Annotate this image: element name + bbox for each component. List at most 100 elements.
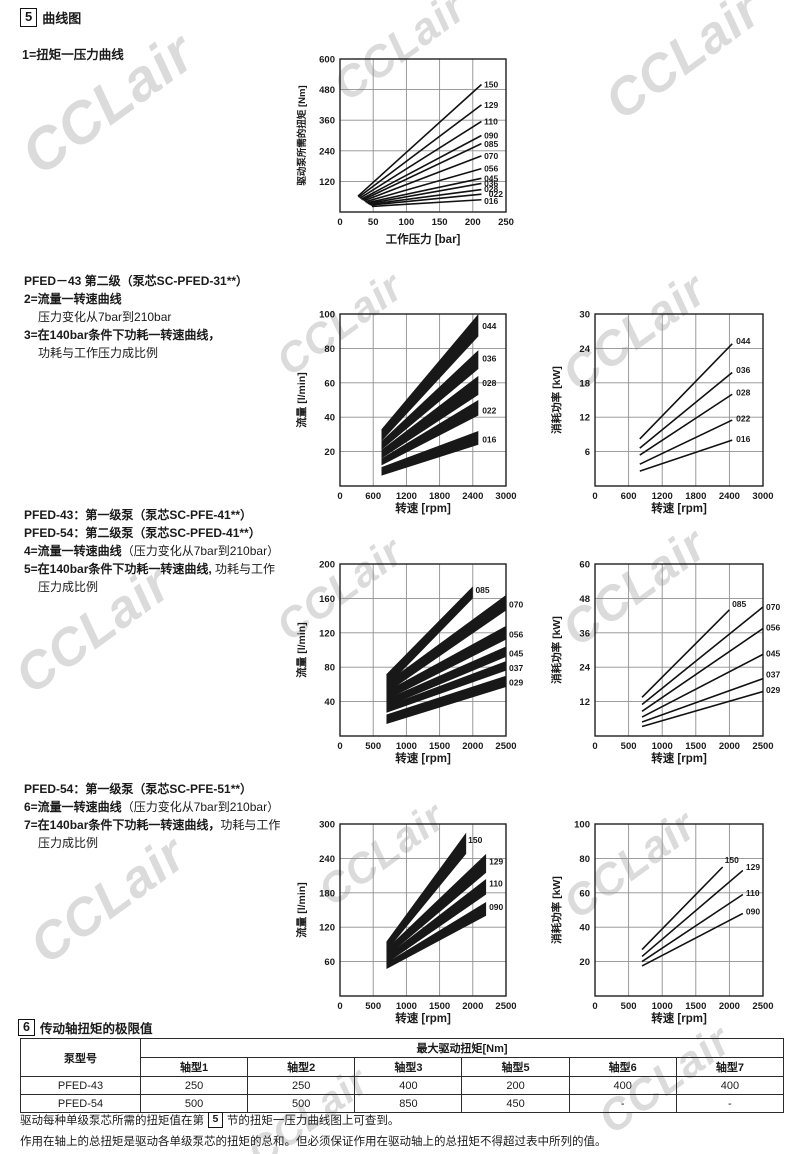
svg-text:2000: 2000 bbox=[462, 741, 483, 752]
chart-flow-vs-speed-pfed43-stage2: 0 600 1200 1800 2400 3000 20 40 60 80 100 044 036 028… bbox=[293, 298, 533, 521]
curve1-label: 1=扭矩一压力曲线 bbox=[22, 48, 124, 62]
svg-text:045: 045 bbox=[766, 648, 780, 658]
svg-text:1000: 1000 bbox=[396, 1001, 417, 1012]
svg-text:070: 070 bbox=[484, 151, 498, 161]
svg-text:24: 24 bbox=[579, 663, 590, 674]
svg-text:044: 044 bbox=[736, 336, 750, 346]
svg-text:160: 160 bbox=[319, 594, 335, 605]
svg-text:240: 240 bbox=[319, 146, 335, 157]
svg-text:056: 056 bbox=[509, 630, 523, 640]
svg-text:016: 016 bbox=[482, 435, 496, 445]
svg-text:056: 056 bbox=[766, 623, 780, 633]
svg-text:流量 [l/min]: 流量 [l/min] bbox=[295, 372, 308, 427]
svg-text:24: 24 bbox=[579, 344, 590, 355]
svg-text:200: 200 bbox=[465, 217, 481, 228]
svg-text:0: 0 bbox=[337, 1001, 342, 1012]
svg-text:500: 500 bbox=[365, 1001, 381, 1012]
svg-text:1200: 1200 bbox=[652, 491, 673, 502]
svg-text:50: 50 bbox=[368, 217, 379, 228]
value-cell: 400 bbox=[675, 1076, 785, 1095]
table-header-shaft: 轴型5 bbox=[461, 1057, 570, 1077]
block-title: PFED－43 第二级（泵芯SC-PFED-31**） bbox=[24, 274, 249, 288]
svg-text:转速 [rpm]: 转速 [rpm] bbox=[395, 1011, 451, 1025]
section-5-badge: 5 bbox=[20, 8, 38, 27]
section-5-header: 5 曲线图 bbox=[20, 8, 81, 27]
section-6-title: 传动轴扭矩的极限值 bbox=[39, 1022, 153, 1036]
svg-text:100: 100 bbox=[319, 310, 335, 321]
svg-text:070: 070 bbox=[766, 602, 780, 612]
text-line: 压力成比例 bbox=[38, 580, 99, 594]
svg-text:12: 12 bbox=[579, 413, 590, 424]
value-cell: - bbox=[675, 1094, 785, 1113]
svg-text:022: 022 bbox=[736, 413, 750, 423]
svg-text:1500: 1500 bbox=[685, 1001, 706, 1012]
svg-text:016: 016 bbox=[736, 434, 750, 444]
svg-text:029: 029 bbox=[766, 685, 780, 695]
svg-text:045: 045 bbox=[484, 173, 498, 183]
section-5-title: 曲线图 bbox=[42, 11, 82, 26]
table-header-shaft: 轴型1 bbox=[139, 1057, 249, 1077]
table-header-shaft: 轴型2 bbox=[247, 1057, 356, 1077]
svg-text:022: 022 bbox=[482, 405, 496, 415]
svg-text:1500: 1500 bbox=[685, 741, 706, 752]
svg-text:1800: 1800 bbox=[429, 491, 450, 502]
chart-flow-vs-speed-pfed54-stage1: 0 500 1000 1500 2000 2500 60 120 180 240 300 150 129… bbox=[293, 808, 533, 1031]
svg-text:60: 60 bbox=[579, 888, 590, 899]
svg-text:1000: 1000 bbox=[652, 741, 673, 752]
svg-text:2400: 2400 bbox=[462, 491, 483, 502]
svg-text:消耗功率 [kW]: 消耗功率 [kW] bbox=[550, 876, 563, 944]
svg-text:转速 [rpm]: 转速 [rpm] bbox=[651, 501, 707, 515]
svg-text:36: 36 bbox=[579, 628, 590, 639]
svg-text:056: 056 bbox=[484, 164, 498, 174]
svg-text:150: 150 bbox=[468, 835, 482, 845]
torque-limits-table-wrap: 泵型号 最大驱动扭矩[Nm] 轴型1 轴型2 轴型3 轴型5 轴型6 轴型7 P… bbox=[20, 1038, 785, 1113]
svg-text:120: 120 bbox=[319, 923, 335, 934]
svg-text:转速 [rpm]: 转速 [rpm] bbox=[395, 501, 451, 515]
svg-text:016: 016 bbox=[484, 196, 498, 206]
value-cell: 500 bbox=[139, 1094, 249, 1113]
svg-text:100: 100 bbox=[398, 217, 414, 228]
text-block-pfed54-stage1: PFED-54：第一级泵（泵芯SC-PFE-51**） 6=流量一转速曲线（压力… bbox=[24, 780, 324, 852]
svg-text:480: 480 bbox=[319, 85, 335, 96]
svg-text:20: 20 bbox=[579, 957, 590, 968]
section-6-header: 6 传动轴扭矩的极限值 bbox=[18, 1018, 152, 1037]
svg-text:流量 [l/min]: 流量 [l/min] bbox=[295, 882, 308, 937]
svg-text:48: 48 bbox=[579, 594, 590, 605]
svg-text:037: 037 bbox=[766, 669, 780, 679]
svg-text:0: 0 bbox=[337, 491, 342, 502]
block-title: PFED-54：第一级泵（泵芯SC-PFE-51**） bbox=[24, 782, 253, 796]
svg-text:60: 60 bbox=[324, 957, 335, 968]
svg-text:360: 360 bbox=[319, 116, 335, 127]
svg-text:80: 80 bbox=[324, 344, 335, 355]
svg-text:消耗功率 [kW]: 消耗功率 [kW] bbox=[550, 616, 563, 684]
chart-flow-vs-speed-pfed43-stage1: 0 500 1000 1500 2000 2500 40 80 120 160 200 085 070 0… bbox=[293, 548, 533, 771]
svg-text:120: 120 bbox=[319, 177, 335, 188]
chart-power-vs-speed-pfed54-stage1: 0 500 1000 1500 2000 2500 20 40 60 80 100 150 129 110… bbox=[548, 808, 800, 1031]
svg-text:250: 250 bbox=[498, 217, 514, 228]
svg-text:0: 0 bbox=[337, 217, 342, 228]
svg-text:300: 300 bbox=[319, 820, 335, 831]
text-line: 功耗与工作压力成比例 bbox=[38, 346, 159, 360]
svg-text:180: 180 bbox=[319, 888, 335, 899]
svg-text:129: 129 bbox=[489, 856, 503, 866]
svg-text:150: 150 bbox=[432, 217, 448, 228]
svg-text:2500: 2500 bbox=[752, 1001, 773, 1012]
svg-text:150: 150 bbox=[484, 80, 498, 90]
chart-torque-vs-pressure: 0 50 100 150 200 250 120 240 360 480 600 150 129 110 0… bbox=[293, 45, 548, 252]
svg-text:090: 090 bbox=[489, 902, 503, 912]
svg-text:0: 0 bbox=[337, 741, 342, 752]
svg-text:6: 6 bbox=[585, 447, 590, 458]
footer-section-badge: 5 bbox=[208, 1112, 223, 1128]
block-title: PFED-54：第二级泵（泵芯SC-PFED-41**） bbox=[24, 526, 261, 540]
svg-text:240: 240 bbox=[319, 854, 335, 865]
svg-text:0: 0 bbox=[592, 741, 597, 752]
table-header-model: 泵型号 bbox=[20, 1038, 141, 1077]
svg-text:200: 200 bbox=[319, 560, 335, 571]
svg-text:100: 100 bbox=[574, 820, 590, 831]
svg-text:2500: 2500 bbox=[495, 1001, 516, 1012]
svg-text:18: 18 bbox=[579, 378, 590, 389]
svg-text:80: 80 bbox=[324, 663, 335, 674]
svg-text:80: 80 bbox=[579, 854, 590, 865]
svg-text:110: 110 bbox=[484, 116, 498, 126]
